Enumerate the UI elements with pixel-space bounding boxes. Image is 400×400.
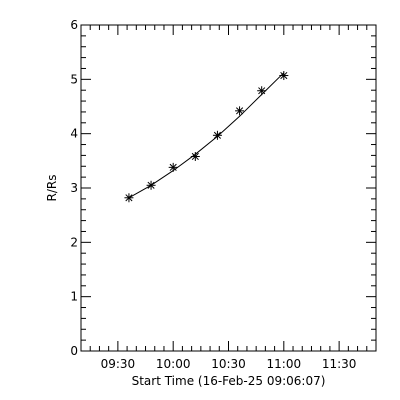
y-tick-label: 5 <box>70 72 78 86</box>
x-axis: 09:30 10:00 10:30 11:00 11:30 <box>80 25 377 371</box>
series-line <box>128 72 285 199</box>
data-point <box>168 162 178 172</box>
y-tick-label: 2 <box>70 235 78 249</box>
y-tick-label: 3 <box>70 181 78 195</box>
y-tick-label: 1 <box>70 290 78 304</box>
x-tick-label: 10:30 <box>211 357 246 371</box>
data-point <box>257 86 267 96</box>
y-tick-label: 0 <box>70 344 78 358</box>
data-point <box>279 71 289 81</box>
x-tick-label: 10:00 <box>156 357 191 371</box>
plot-frame <box>80 24 377 352</box>
data-point <box>212 130 222 140</box>
x-tick-label: 09:30 <box>101 357 136 371</box>
y-tick-label: 4 <box>70 127 78 141</box>
y-axis: 0 1 2 3 4 5 6 <box>70 18 376 358</box>
y-tick-label: 6 <box>70 18 78 32</box>
y-axis-label: R/Rs <box>45 175 59 202</box>
data-point <box>235 106 245 116</box>
data-point <box>124 193 134 203</box>
data-markers <box>124 71 289 203</box>
data-point <box>190 151 200 161</box>
x-tick-label: 11:00 <box>267 357 302 371</box>
data-point <box>146 180 156 190</box>
x-axis-label: Start Time (16-Feb-25 09:06:07) <box>132 374 326 388</box>
x-tick-label: 11:30 <box>322 357 357 371</box>
